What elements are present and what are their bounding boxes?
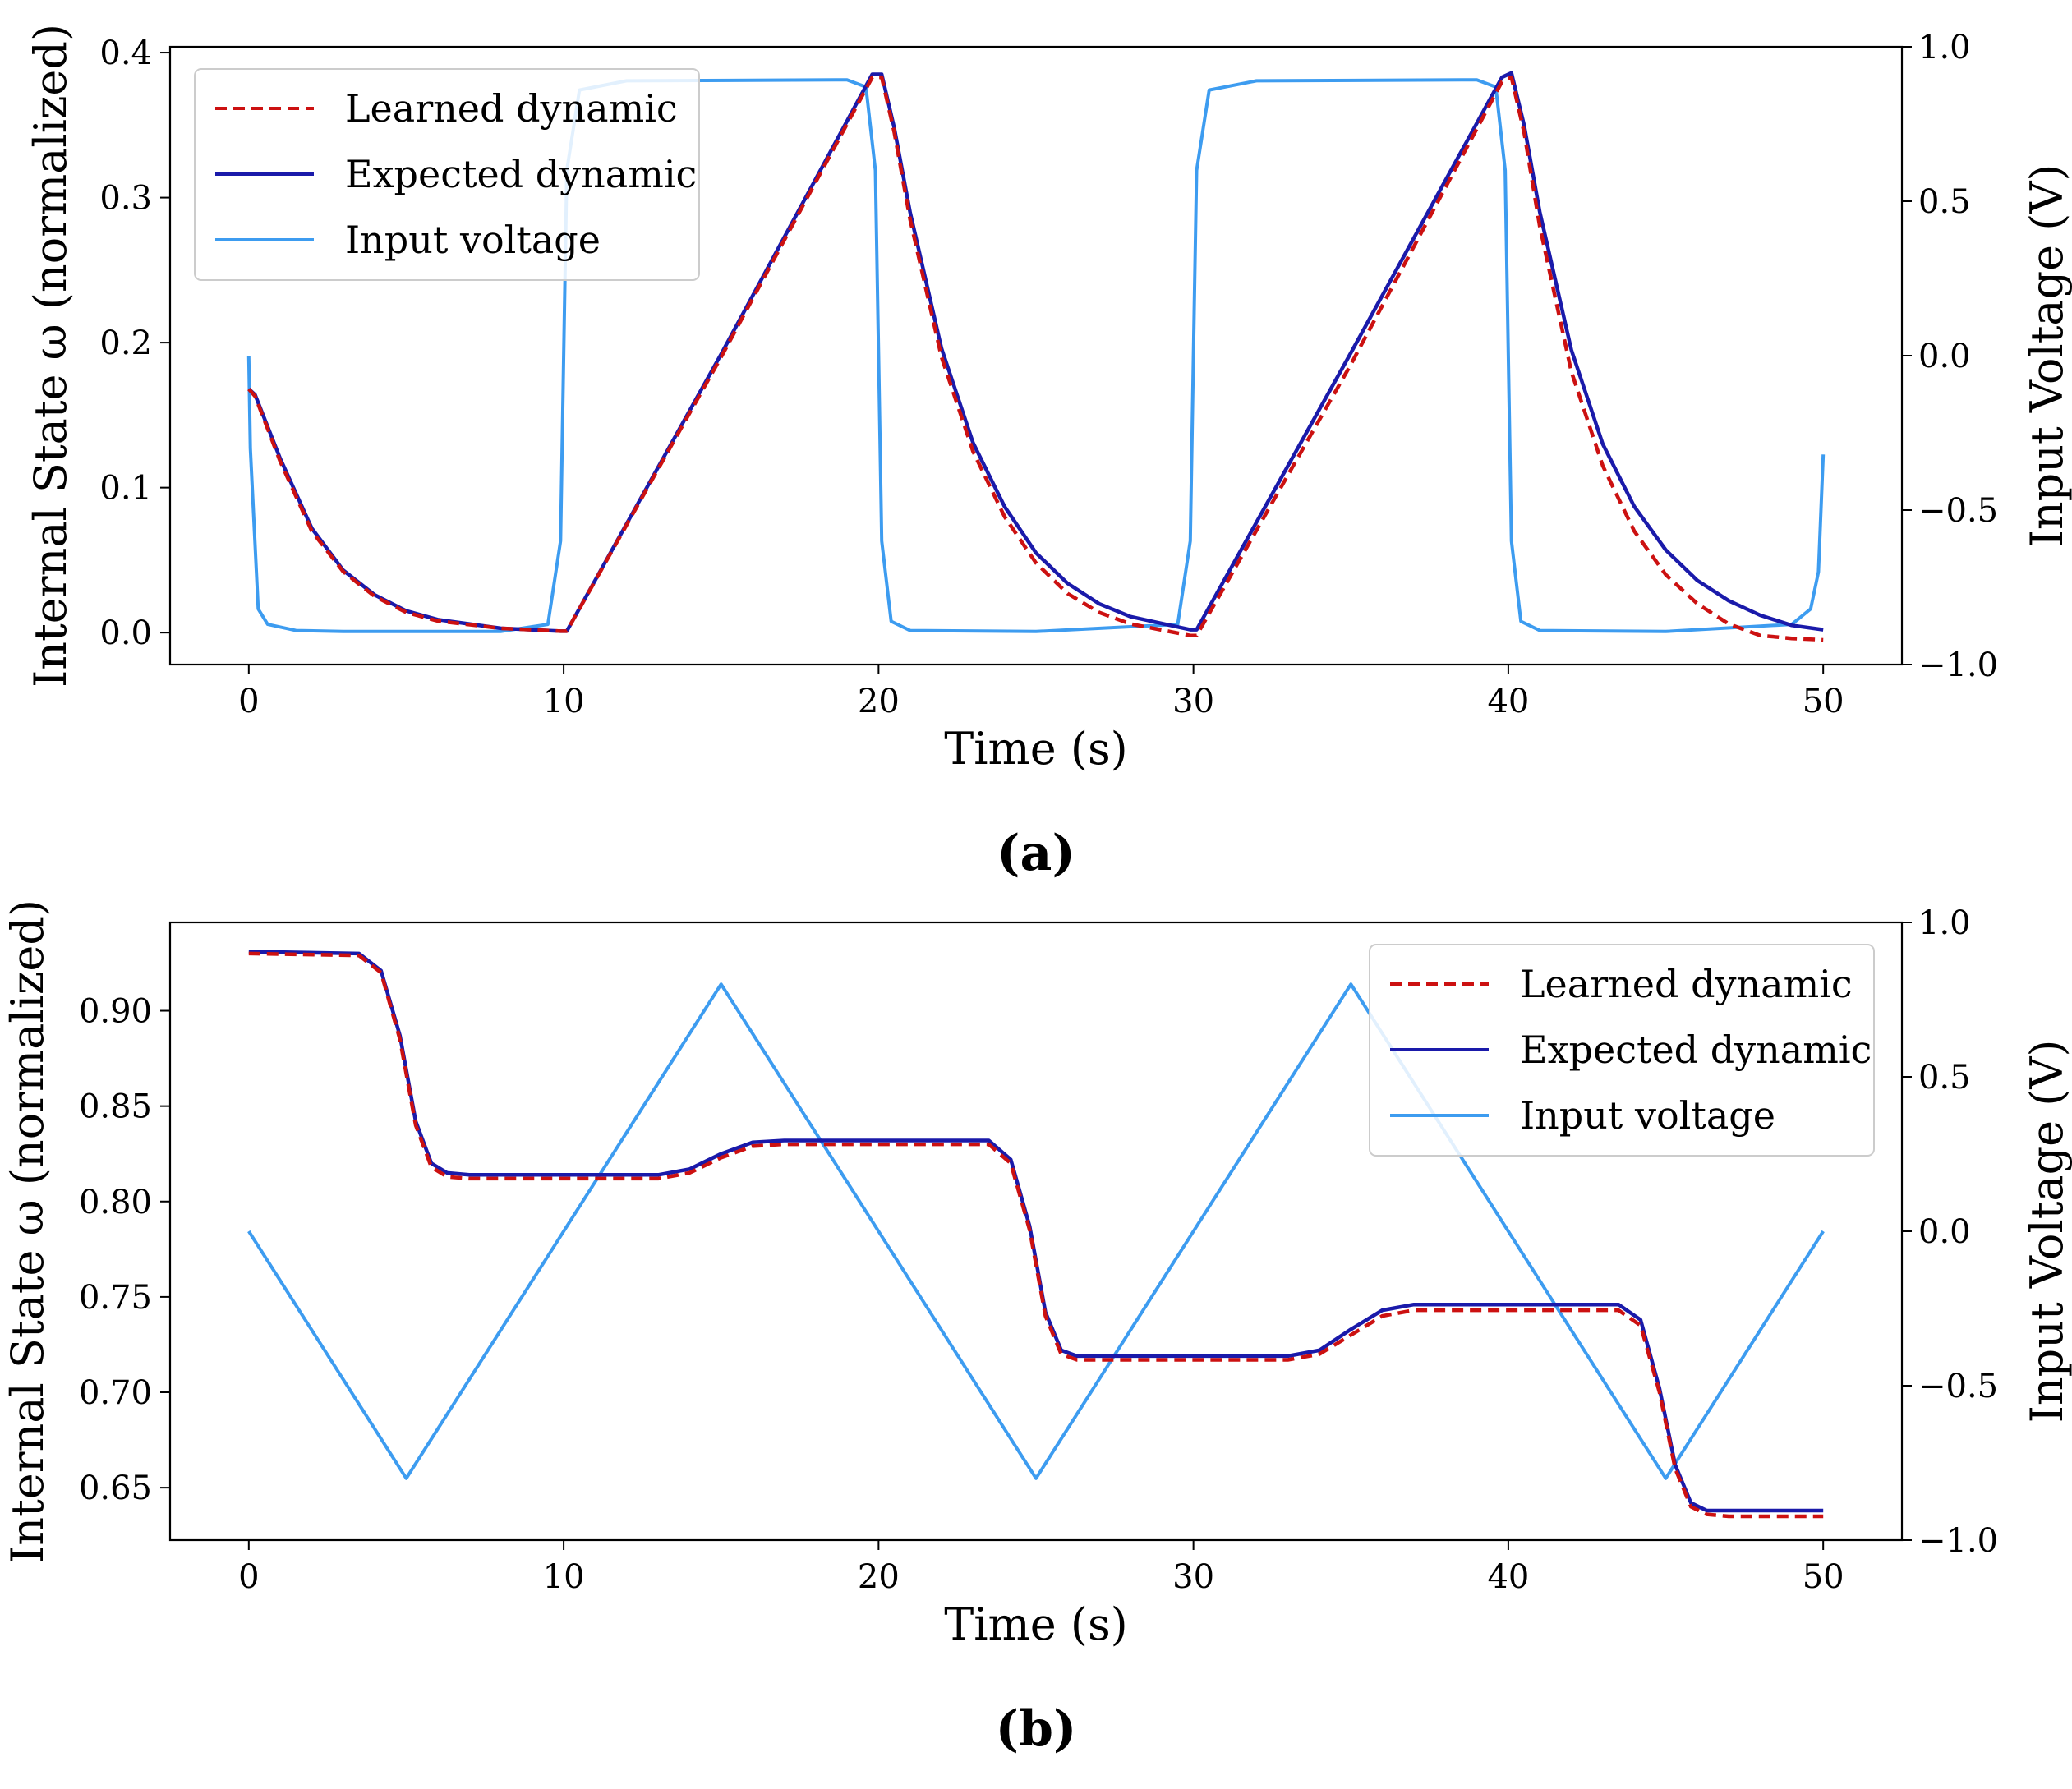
panel-b-legend-voltage-label: Input voltage (1520, 1093, 1775, 1138)
panel-b-y-tick-label: 0.80 (79, 1184, 152, 1221)
panel-a-y2-tick-label: −1.0 (1918, 646, 1998, 684)
panel-a-learned-dynamic-line (247, 75, 1824, 642)
panel-b-y2-tick-label: 0.5 (1918, 1059, 1971, 1097)
panel-b-caption: (b) (996, 1700, 1077, 1758)
panel-b-x-axis-label: Time (s) (944, 1598, 1127, 1650)
panel-b-y-tick-label: 0.75 (79, 1279, 152, 1317)
panel-b-y-tick-label: 0.85 (79, 1088, 152, 1126)
panel-b-y-tick-label: 0.70 (79, 1374, 152, 1412)
panel-a-x-tick-label: 40 (1487, 683, 1529, 720)
panel-b-x-tick-label: 40 (1487, 1558, 1529, 1596)
panel-b-legend-expected-label: Expected dynamic (1520, 1028, 1872, 1072)
panel-a-y2-tick-label: 0.0 (1918, 338, 1971, 375)
panel-b-y2-tick-label: 0.0 (1918, 1213, 1971, 1251)
panel-a-y2-tick-label: 1.0 (1918, 29, 1971, 67)
panel-b-x-tick-label: 30 (1172, 1558, 1214, 1596)
panel-a-y-tick-label: 0.3 (99, 180, 152, 218)
panel-b-y2-axis-label: Input Voltage (V) (2021, 1040, 2072, 1423)
panel-b-x-tick-label: 10 (543, 1558, 585, 1596)
panel-a-y-tick-label: 0.0 (99, 614, 152, 652)
panel-a-x-tick-label: 0 (238, 683, 259, 720)
panel-a-y-tick-label: 0.2 (99, 324, 152, 362)
panel-a-caption: (a) (997, 825, 1075, 882)
panel-a-y2-tick-label: −0.5 (1918, 492, 1998, 530)
panel-b-learned-dynamic-line (248, 951, 1824, 1519)
panel-a-x-tick-label: 20 (858, 683, 900, 720)
panel-b-y2-tick-label: −1.0 (1918, 1522, 1998, 1560)
panel-b-x-tick-label: 0 (238, 1558, 259, 1596)
panel-a-y2-axis-label: Input Voltage (V) (2021, 164, 2072, 548)
panel-b-legend-box (1369, 944, 1875, 1157)
panel-a-legend-box (194, 68, 700, 281)
panel-b-y-tick-label: 0.65 (79, 1469, 152, 1507)
panel-b-y2-tick-label: −0.5 (1918, 1368, 1998, 1405)
panel-b-legend: Learned dynamic Expected dynamic Input v… (1369, 944, 1875, 1157)
panel-a-y2-tick-label: 0.5 (1918, 183, 1971, 221)
panel-a-x-tick-label: 50 (1803, 683, 1844, 720)
panel-a-x-tick-label: 30 (1172, 683, 1214, 720)
panel-b-input-voltage-line (247, 982, 1825, 1480)
panel-a-legend-voltage-label: Input voltage (345, 218, 601, 262)
panel-a-legend-expected-label: Expected dynamic (345, 152, 697, 196)
panel-a-y-tick-label: 0.4 (99, 34, 152, 72)
panel-b-y-axis-label: Internal State ω (normalized) (2, 899, 53, 1563)
panel-b-y2-tick-label: 1.0 (1918, 904, 1971, 942)
panel-a-y-tick-label: 0.1 (99, 470, 152, 508)
panel-a-y-axis-label: Internal State ω (normalized) (25, 24, 76, 688)
panel-a-legend: Learned dynamic Expected dynamic Input v… (194, 68, 700, 281)
panel-b-x-tick-label: 50 (1803, 1558, 1844, 1596)
panel-b-y-tick-label: 0.90 (79, 993, 152, 1031)
panel-b-legend-learned-label: Learned dynamic (1520, 962, 1853, 1006)
panel-b-chart: 0 10 20 30 40 50 0.65 0.70 0.75 0.80 0.85 0.90 −1.… (2, 899, 2072, 1758)
panel-a-legend-learned-label: Learned dynamic (345, 86, 678, 131)
panel-b-x-tick-label: 20 (858, 1558, 900, 1596)
panel-a-x-tick-label: 10 (543, 683, 585, 720)
panel-a-chart: 0 10 20 30 40 50 0.0 0.1 0.2 0.3 0.4 −1.0 −0.5 0.0 0… (25, 24, 2072, 882)
panel-a-x-axis-label: Time (s) (944, 723, 1127, 775)
